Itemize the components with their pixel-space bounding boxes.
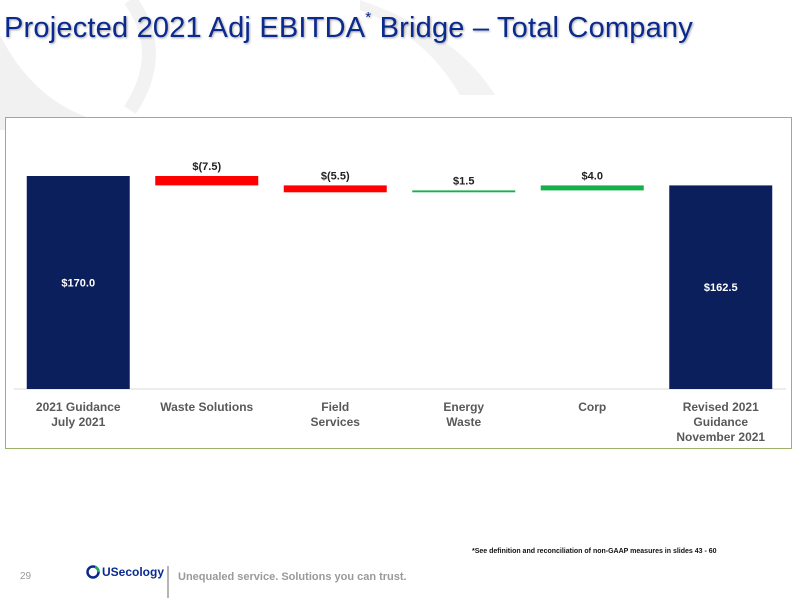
logo-ecology-text: ecology	[118, 565, 165, 579]
data-label-2: $(7.5)	[192, 161, 221, 173]
title-asterisk: *	[365, 9, 372, 27]
footnote: *See definition and reconciliation of no…	[472, 548, 717, 555]
bar-5	[540, 185, 644, 191]
bar-2	[155, 176, 259, 186]
category-label-4-1: Energy	[443, 400, 484, 414]
category-label-4-2: Waste	[446, 415, 481, 429]
data-label-1: $170.0	[61, 278, 95, 290]
data-label-4: $1.5	[453, 175, 474, 187]
category-label-1-2: July 2021	[51, 415, 105, 429]
company-logo: US ecology	[86, 565, 164, 579]
category-label-2-1: Waste Solutions	[160, 400, 253, 414]
category-label-3-1: Field	[321, 400, 349, 414]
category-label-6-3: November 2021	[676, 430, 765, 444]
title-main: Projected 2021 Adj EBITDA	[4, 12, 366, 44]
footer-divider	[167, 566, 169, 598]
bar-6	[669, 185, 773, 389]
tagline: Unequaled service. Solutions you can tru…	[178, 571, 407, 583]
page-number: 29	[20, 571, 32, 582]
category-label-5-1: Corp	[578, 400, 606, 414]
chart-frame: $170.0 2021 Guidance July 2021 $(7.5) Waste …	[5, 117, 792, 449]
data-label-5: $4.0	[582, 170, 603, 182]
category-label-6-1: Revised 2021	[683, 400, 759, 414]
background-swoosh	[0, 0, 495, 130]
data-label-3: $(5.5)	[321, 170, 350, 182]
page-title: Projected 2021 Adj EBITDA* Bridge – Tota…	[4, 9, 693, 45]
bar-3	[283, 185, 387, 193]
title-rest: Bridge – Total Company	[371, 12, 693, 44]
category-label-1-1: 2021 Guidance	[36, 400, 121, 414]
category-label-3-2: Services	[311, 415, 361, 429]
bar-4	[412, 190, 516, 193]
data-label-6: $162.5	[704, 282, 738, 294]
logo-us-text: US	[102, 565, 119, 579]
bar-1	[26, 176, 130, 389]
category-label-6-2: Guidance	[693, 415, 748, 429]
logo-circle-icon	[86, 565, 100, 579]
